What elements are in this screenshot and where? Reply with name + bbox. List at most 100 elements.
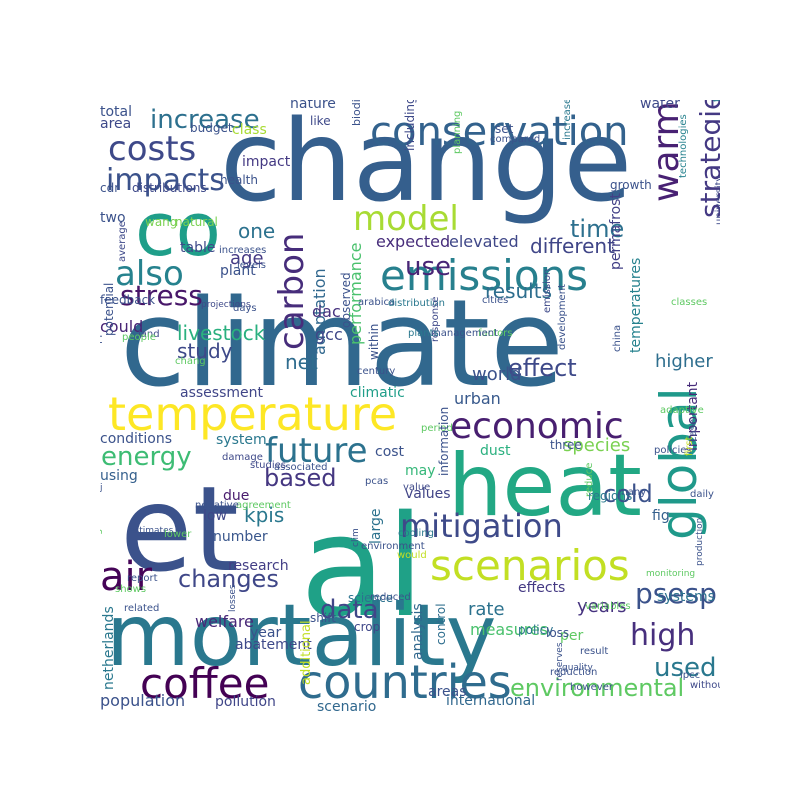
word-economic: economic [450,406,624,447]
word-energy: energy [101,442,192,472]
word-case: case [688,419,699,442]
word-compared: compared [490,134,540,145]
word-performance: performance [346,243,365,345]
word-clim: clim [351,528,361,547]
word-regions: regions [588,489,632,503]
word-scenario: scenario [317,699,376,715]
word-people: people [122,332,156,343]
word-use: use [405,252,451,282]
word-nature: nature [290,100,336,112]
word-using: using [100,468,138,484]
word-may: may [405,463,436,479]
word-first: first [684,436,695,456]
word-result: result [580,646,608,657]
word-cost: cost [375,444,405,460]
word-monitoring: monitoring [646,569,695,579]
word-different: different [530,234,615,258]
word-budget: budget [190,121,233,135]
word-three: three [550,438,582,452]
word-many: many [618,487,646,498]
word-fig: fig [652,508,670,524]
word-gcc: gcc [315,325,343,344]
word-potential: potential [102,283,116,336]
word-levels: levels [237,260,266,271]
word-variables: variables [585,601,631,612]
word-changes: changes [178,565,279,593]
word-cloud: climate change al et mortality heat co temperat… [100,100,720,720]
word-science: science [348,591,393,605]
word-based: based [264,464,336,492]
word-climate: climate [120,275,564,414]
word-response: response [430,297,441,342]
word-mitigation: mitigation [400,507,563,545]
word-set: set [495,122,514,136]
word-natural: natural [175,215,218,229]
word-without: without [690,680,720,691]
word-per: per [560,628,584,644]
word-research: research [228,558,289,574]
word-population: population [100,691,185,710]
word-co: co [135,187,221,273]
word-increased: increased [562,100,573,140]
word-projections: projections [201,300,251,310]
word-distribution: distribution [388,298,445,309]
word-pcas: pcas [365,476,388,487]
word-increases: increases [219,245,266,256]
word-stress: stress [120,279,203,312]
word-cdr: cdr [100,181,119,195]
word-average: average [117,221,128,262]
word-kpis: kpis [244,503,284,527]
word-reduced: reduced [370,592,411,603]
word-technologies: technologies [678,114,689,178]
word-countries: countries [298,655,512,709]
word-livestock: livestock [177,321,266,345]
word-effect: effect [508,354,577,382]
word-permafrost: permafrost [608,193,624,270]
word-world: world [472,364,522,385]
word-year: year [250,625,281,641]
word-higher: higher [655,351,713,372]
word-emissions: emissions [380,251,588,300]
word-like: like [310,114,331,128]
word-et: et [120,460,239,598]
word-increase: increase [150,105,260,135]
word-costs: costs [108,129,196,169]
word-days: days [233,303,257,314]
word-temperatures: temperatures [628,258,644,353]
word-strategies: strategies [694,100,720,218]
word-values: values [405,486,451,502]
word-cooling: cooling [398,528,434,539]
word-effects: effects [518,580,565,596]
word-studies: studies [250,460,286,471]
word-systems: systems [657,589,715,605]
word-period: period [421,423,453,434]
word-biodiversity: biodiversity [350,100,363,126]
word-classes: classes [671,297,707,308]
word-ipcc: ipcc [680,670,700,681]
word-estimates: estimates [129,526,174,536]
word-pollution: pollution [215,694,276,710]
word-environmental: environmental [510,674,684,702]
word-conditions: conditions [100,431,172,447]
word-production: production [695,518,705,566]
word-dac: dac [312,302,341,321]
word-air: air [100,554,153,600]
word-years: years [577,596,627,617]
word-loss: loss [546,626,569,640]
word-climatic: climatic [350,385,405,401]
word-technology: technology [712,100,720,102]
word-data: data [320,595,379,625]
word-urban: urban [454,389,501,408]
word-high: high [630,618,695,653]
word-growth: growth [610,178,652,192]
word-environment: environment [361,541,425,552]
word-change: change [220,100,632,227]
word-would: would [397,550,427,561]
word-low: low [203,508,227,524]
word-due: due [223,488,249,504]
word-factors: factors [478,328,513,339]
word-two: two [100,210,126,226]
word-policies: policies [654,445,692,456]
word-century: century [357,366,395,377]
